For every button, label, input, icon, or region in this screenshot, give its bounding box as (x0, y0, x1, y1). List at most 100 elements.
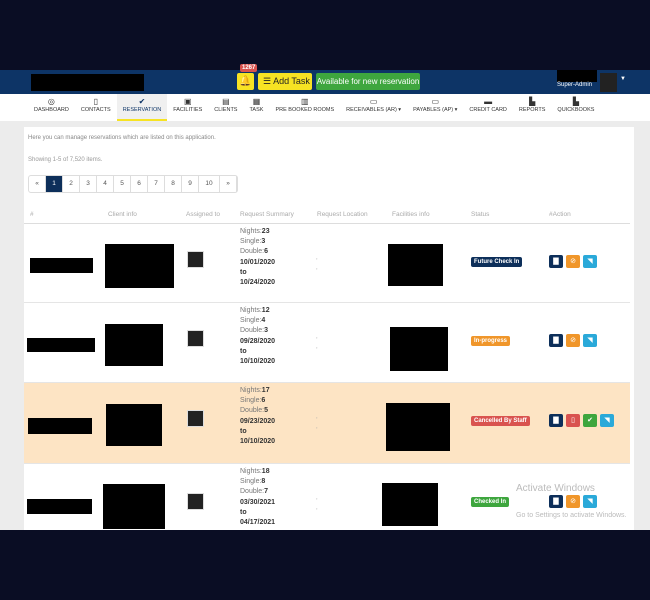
folder-icon[interactable]: ▇ (549, 414, 563, 427)
table-header: # Client info Assigned to Request Summary Re… (24, 207, 630, 224)
nav-item[interactable]: ▙ REPORTS (513, 94, 552, 121)
row-actions: ▇ ▯ ✔ ◥ (549, 414, 614, 427)
column-header[interactable]: Request Summary (240, 211, 294, 218)
folder-icon[interactable]: ▇ (549, 334, 563, 347)
request-location: ,, (316, 414, 318, 430)
nav-item[interactable]: ◎ DASHBOARD (28, 94, 75, 121)
status-badge: Cancelled By Staff (471, 416, 530, 426)
money-icon: ▭ (369, 97, 378, 106)
folder-icon[interactable]: ▇ (549, 255, 563, 268)
content-area: Here you can manage reservations which a… (0, 121, 650, 530)
page-link[interactable]: 5 (114, 176, 131, 192)
nav-item[interactable]: ▭ RECEIVABLES (AR) ▾ (340, 94, 407, 121)
reservation-id-redacted (30, 258, 93, 273)
request-summary: Nights:17 Single:6 Double:5 09/23/2020 to… (240, 387, 276, 446)
row-actions: ▇ ⊘ ◥ (549, 334, 597, 347)
column-header[interactable]: Request Location (317, 211, 368, 218)
nav-item[interactable]: ▦ TASK (243, 94, 269, 121)
nav-item[interactable]: ✔ RESERVATION (116, 94, 168, 121)
status-badge: Future Check In (471, 257, 523, 267)
chart-icon: ▙ (572, 97, 579, 106)
user-role: Super-Admin (557, 82, 593, 88)
page-link[interactable]: « (29, 176, 46, 192)
money-icon: ▭ (431, 97, 440, 106)
notification-bell-icon[interactable]: 🔔 (237, 73, 254, 90)
page-link[interactable]: 6 (131, 176, 148, 192)
assigned-avatar (187, 251, 204, 268)
nav-label: RESERVATION (122, 107, 162, 113)
row-actions: ▇ ⊘ ◥ (549, 255, 597, 268)
ban-icon[interactable]: ⊘ (566, 255, 580, 268)
activate-windows-title: Activate Windows (516, 483, 595, 494)
table-row: Nights:17 Single:6 Double:5 09/23/2020 to… (24, 383, 630, 464)
main-nav: ◎ DASHBOARD ▯ CONTACTS ✔ RESERVATION ▣ FACILITI… (0, 94, 650, 121)
column-header[interactable]: Status (471, 211, 490, 218)
nav-label: RECEIVABLES (AR) ▾ (346, 107, 402, 113)
table-row: Nights:12 Single:4 Double:3 09/28/2020 to… (24, 303, 630, 383)
request-summary: Nights:18 Single:8 Double:7 03/30/2021 to… (240, 468, 276, 527)
page-link[interactable]: 2 (63, 176, 80, 192)
intro-text: Here you can manage reservations which a… (28, 135, 216, 141)
request-summary: Nights:23 Single:3 Double:6 10/01/2020 to… (240, 228, 276, 287)
nav-label: REPORTS (518, 107, 546, 113)
ban-icon[interactable]: ⊘ (566, 495, 580, 508)
reservation-id-redacted (27, 338, 95, 352)
nav-label: QUICKBOOKS (557, 107, 595, 113)
column-header[interactable]: #Action (549, 211, 571, 218)
column-header[interactable]: Client info (108, 211, 137, 218)
column-header[interactable]: # (30, 211, 34, 218)
nav-item[interactable]: ▣ FACILITIES (167, 94, 208, 121)
request-location: ,, (316, 495, 318, 511)
status-badge: Checked In (471, 497, 510, 507)
nav-item[interactable]: ▭ PAYABLES (AP) ▾ (407, 94, 463, 121)
available-reservation-button[interactable]: Available for new reservation (316, 73, 420, 90)
avatar[interactable] (600, 73, 617, 92)
trash-icon[interactable]: ▯ (566, 414, 580, 427)
status-badge: In-progress (471, 336, 511, 346)
nav-item[interactable]: ▥ PRE BOOKED ROOMS (269, 94, 340, 121)
reservation-id-redacted (28, 418, 92, 434)
page-link[interactable]: 9 (182, 176, 199, 192)
add-task-label: Add Task (273, 76, 310, 86)
facilities-info-redacted (386, 403, 450, 451)
page-link[interactable]: 10 (199, 176, 220, 192)
page-link[interactable]: 3 (80, 176, 97, 192)
rss-icon[interactable]: ◥ (583, 495, 597, 508)
folder-icon[interactable]: ▇ (549, 495, 563, 508)
credit-card-icon: ▬ (484, 97, 493, 106)
ban-icon[interactable]: ⊘ (566, 334, 580, 347)
page-link[interactable]: 1 (46, 176, 63, 192)
nav-label: FACILITIES (173, 107, 203, 113)
nav-item[interactable]: ▬ CREDIT CARD (463, 94, 513, 121)
task-icon: ▦ (252, 97, 261, 106)
nav-item[interactable]: ▯ CONTACTS (75, 94, 117, 121)
rss-icon[interactable]: ◥ (600, 414, 614, 427)
rss-icon[interactable]: ◥ (583, 255, 597, 268)
page-link[interactable]: » (220, 176, 237, 192)
rss-icon[interactable]: ◥ (583, 334, 597, 347)
nav-item[interactable]: ▤ CLIENTS (208, 94, 243, 121)
table-row: Nights:23 Single:3 Double:6 10/01/2020 to… (24, 224, 630, 303)
facilities-info-redacted (382, 483, 438, 526)
assigned-avatar (187, 330, 204, 347)
request-location: ,, (316, 255, 318, 271)
facilities-info-redacted (390, 327, 448, 371)
assigned-avatar (187, 410, 204, 427)
user-menu-caret-icon[interactable]: ▼ (620, 76, 626, 82)
username-redacted (557, 70, 597, 82)
briefcase-icon: ▣ (183, 97, 192, 106)
nav-item[interactable]: ▙ QUICKBOOKS (551, 94, 600, 121)
page-link[interactable]: 8 (165, 176, 182, 192)
client-info-redacted (103, 484, 165, 529)
row-actions: ▇ ⊘ ◥ (549, 495, 597, 508)
nav-label: DASHBOARD (34, 107, 69, 113)
column-header[interactable]: Assigned to (186, 211, 220, 218)
page-link[interactable]: 4 (97, 176, 114, 192)
reservation-id-redacted (27, 499, 92, 514)
page-link[interactable]: 7 (148, 176, 165, 192)
showing-count: Showing 1-5 of 7,520 items. (28, 157, 103, 163)
column-header[interactable]: Facilities info (392, 211, 430, 218)
add-task-button[interactable]: ☰ Add Task (258, 73, 312, 90)
check-icon[interactable]: ✔ (583, 414, 597, 427)
table-row: Nights:18 Single:8 Double:7 03/30/2021 to… (24, 464, 630, 530)
